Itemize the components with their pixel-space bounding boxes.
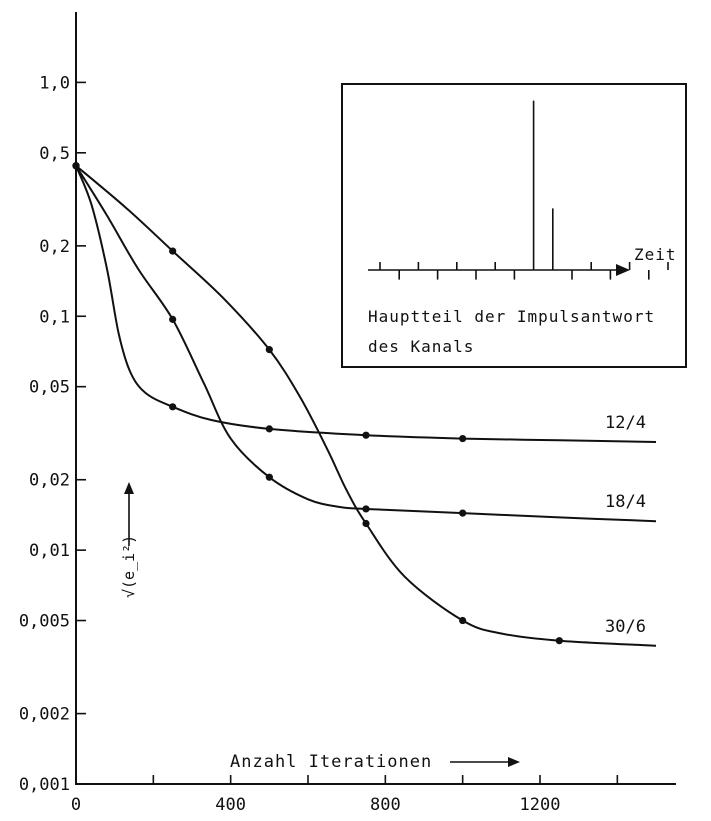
y-tick-label: 0,1 [39,307,70,327]
series-label: 12/4 [605,413,646,433]
series-line-12-4 [75,165,657,443]
x-axis-label: Anzahl Iterationen [230,752,432,772]
series-markers [72,162,563,645]
data-point [169,247,177,255]
y-ticks: 1,0 0,5 0,2 0,1 0,05 0,02 0,01 0,005 0,002 0,001 [19,73,86,795]
data-point [459,509,467,517]
inset-time-arrowhead-icon [616,264,630,276]
inset-frame [341,83,687,368]
x-tick-label: 400 [215,795,246,815]
inset-impulses [379,100,669,280]
data-point [362,505,370,513]
data-point [362,519,370,528]
series-line-18-4 [75,165,657,523]
data-point [265,346,273,354]
inset-axis-label: Zeit [634,245,677,264]
y-tick-label: 0,05 [29,378,70,398]
y-tick-label: 0,005 [19,612,70,632]
data-point [72,162,80,170]
data-point [169,315,177,323]
x-tick-label: 800 [370,795,401,815]
data-point [459,434,467,443]
y-tick-label: 0,5 [39,144,70,164]
y-tick-label: 1,0 [39,73,70,93]
x-axis-label-arrowhead-icon [508,757,520,767]
series-line-30-6 [75,165,657,647]
series-labels: 12/4 18/4 30/6 [605,413,646,637]
y-tick-label: 0,01 [29,541,70,561]
data-point [555,637,563,645]
y-axis-label-text: √(e_i²) [120,535,138,598]
data-point [169,403,177,411]
series-label: 18/4 [605,492,646,512]
y-axis-label-arrowhead-icon [124,482,134,494]
y-tick-label: 0,001 [19,775,70,795]
x-tick-label: 1200 [520,795,561,815]
x-tick-label: 0 [71,795,81,815]
series-label: 30/6 [605,617,646,637]
y-axis-label: √(e_i²) [120,482,138,598]
y-tick-label: 0,2 [39,237,70,257]
y-tick-label: 0,002 [19,705,70,725]
data-point [362,431,370,439]
inset-caption-line2: des Kanals [368,337,474,356]
x-ticks: 0 400 800 1200 [71,775,619,815]
data-point [265,473,273,481]
inset-impulse-response: Zeit Hauptteil der Impulsantwort des Kan… [341,83,687,368]
data-point [459,616,467,625]
series-curves [75,165,657,647]
data-point [265,425,273,433]
y-tick-label: 0,02 [29,471,70,491]
inset-caption-line1: Hauptteil der Impulsantwort [368,307,655,326]
